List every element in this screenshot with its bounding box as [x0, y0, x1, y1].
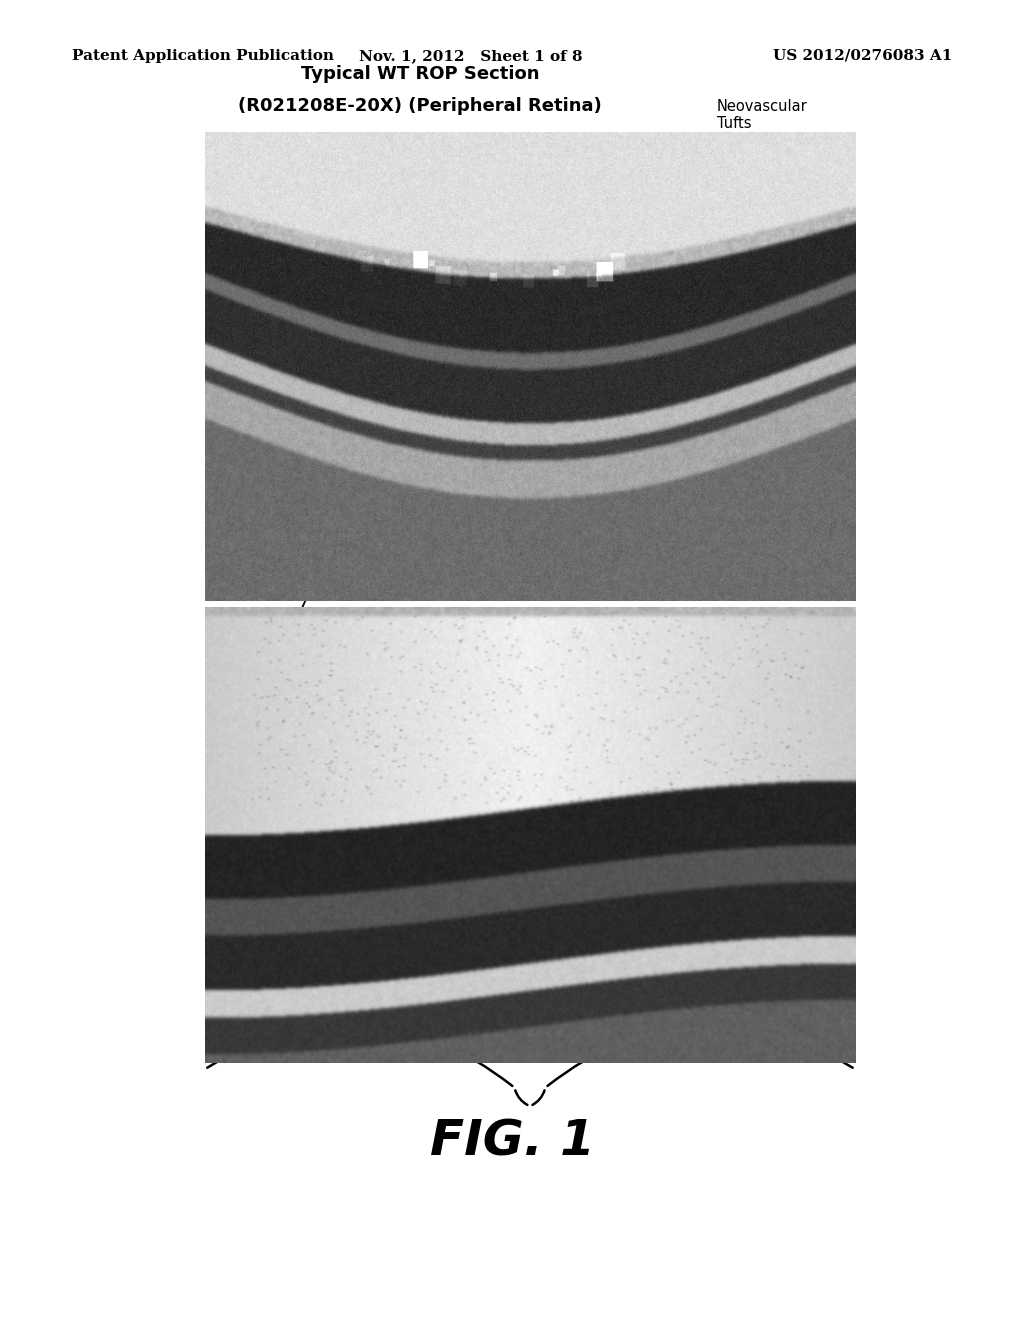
Text: Nov. 1, 2012   Sheet 1 of 8: Nov. 1, 2012 Sheet 1 of 8 — [359, 49, 583, 63]
Text: Neovascular
Tufts: Neovascular Tufts — [561, 99, 808, 325]
Text: US 2012/0276083 A1: US 2012/0276083 A1 — [773, 49, 952, 63]
Text: Typical HOM ROP Section: Typical HOM ROP Section — [293, 543, 547, 561]
Text: Perpendicular
Retinal Vessel: Perpendicular Retinal Vessel — [205, 568, 321, 726]
Text: (R021208E-20X) (Peripheral Retina): (R021208E-20X) (Peripheral Retina) — [238, 96, 602, 115]
Text: FIG. 1: FIG. 1 — [429, 1118, 595, 1166]
Text: (R021208K-20X) (Peripheral Retina): (R021208K-20X) (Peripheral Retina) — [238, 573, 602, 591]
Text: Typical WT ROP Section: Typical WT ROP Section — [301, 65, 539, 83]
Text: Patent Application Publication: Patent Application Publication — [72, 49, 334, 63]
